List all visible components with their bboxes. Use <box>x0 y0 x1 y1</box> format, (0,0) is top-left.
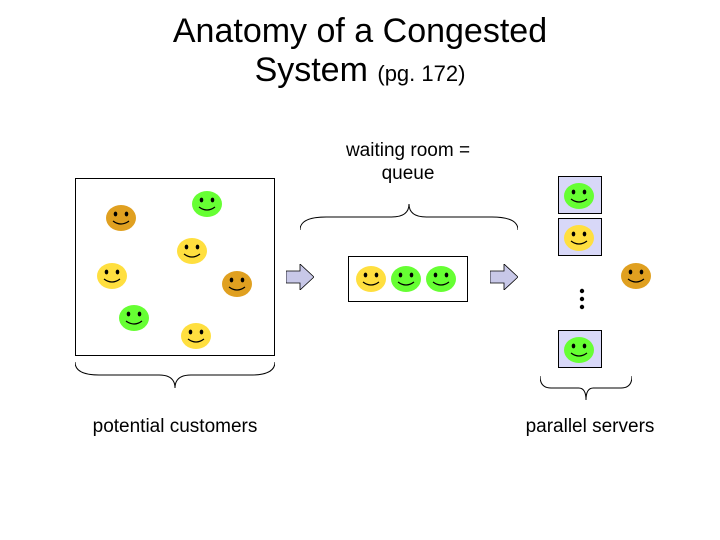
arrow-right-icon <box>490 264 518 290</box>
parallel-servers-label: parallel servers <box>500 416 680 439</box>
potential-customers-label: potential customers <box>55 416 295 439</box>
smiley-icon <box>180 320 212 352</box>
smiley-icon <box>390 263 422 295</box>
smiley-icon <box>563 180 595 212</box>
smiley-icon <box>620 260 652 292</box>
brace-potential <box>75 362 275 388</box>
page-title: Anatomy of a Congested System (pg. 172) <box>0 12 720 90</box>
brace-queue <box>300 204 518 230</box>
ellipsis-icon <box>578 288 586 310</box>
queue-label: waiting room = queue <box>298 140 518 186</box>
title-line2: System <box>255 51 368 89</box>
smiley-icon <box>96 260 128 292</box>
brace-servers <box>540 376 632 400</box>
smiley-icon <box>118 302 150 334</box>
smiley-icon <box>105 202 137 234</box>
title-ref: (pg. 172) <box>377 61 465 86</box>
smiley-icon <box>221 268 253 300</box>
smiley-icon <box>563 334 595 366</box>
arrow-right-icon <box>286 264 314 290</box>
smiley-icon <box>355 263 387 295</box>
smiley-icon <box>191 188 223 220</box>
smiley-icon <box>425 263 457 295</box>
smiley-icon <box>176 235 208 267</box>
smiley-icon <box>563 222 595 254</box>
title-line1: Anatomy of a Congested <box>173 12 547 50</box>
